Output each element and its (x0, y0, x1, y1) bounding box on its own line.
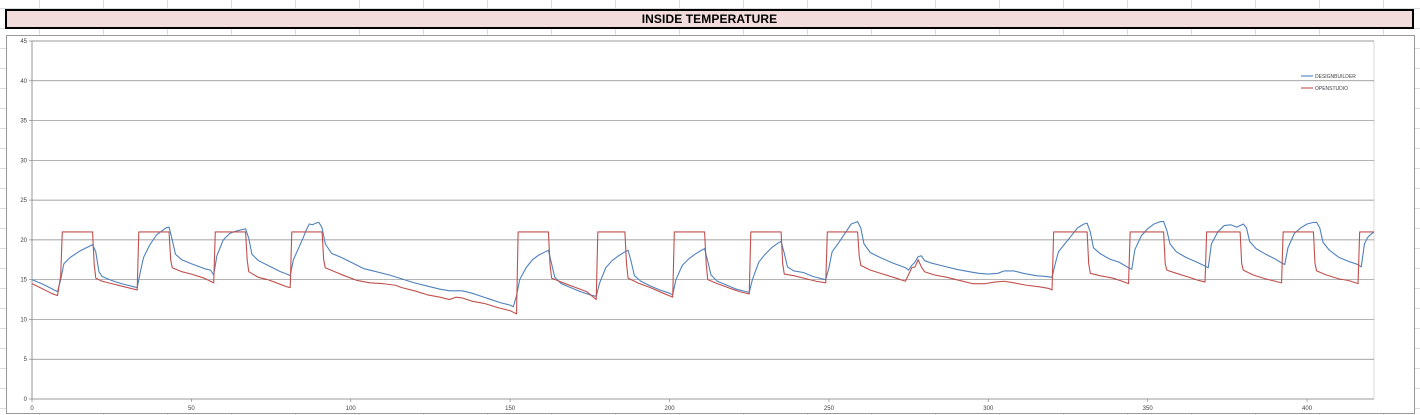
y-tick-label: 25 (20, 198, 27, 204)
plot-area (31, 40, 1375, 400)
chart-area[interactable]: 0 5 10 15 20 25 30 35 40 45 0 50 100 150 200 250 300 350 4… (6, 35, 1415, 414)
y-tick-label: 30 (20, 158, 27, 164)
y-tick-label: 5 (24, 357, 28, 363)
series-line-openstudio (31, 231, 1374, 315)
chart-title: INSIDE TEMPERATURE (5, 9, 1414, 29)
y-tick-label: 0 (24, 397, 28, 403)
legend: DESIGNBUILDER OPENSTUDIO (1301, 74, 1356, 92)
y-tick-label: 45 (20, 39, 27, 45)
x-tick-label: 250 (824, 406, 835, 412)
series-lines (31, 221, 1375, 315)
legend-label: DESIGNBUILDER (1315, 74, 1356, 80)
x-tick-label: 150 (505, 406, 516, 412)
x-tick-label: 350 (1143, 406, 1154, 412)
legend-label: OPENSTUDIO (1315, 86, 1348, 92)
y-tick-label: 20 (20, 238, 27, 244)
line-chart: 0 5 10 15 20 25 30 35 40 45 0 50 100 150 200 250 300 350 4… (20, 39, 1375, 412)
y-tick-label: 10 (20, 317, 27, 323)
y-tick-label: 15 (20, 278, 27, 284)
axes: 0 5 10 15 20 25 30 35 40 45 0 50 100 150 200 250 300 350 4… (20, 39, 1374, 412)
gridlines (32, 40, 1374, 360)
x-tick-label: 300 (983, 406, 994, 412)
x-tick-label: 100 (346, 406, 357, 412)
x-tick-label: 0 (30, 406, 34, 412)
x-tick-label: 50 (188, 406, 195, 412)
y-tick-label: 35 (20, 119, 27, 125)
x-tick-label: 400 (1302, 406, 1313, 412)
x-tick-label: 200 (665, 406, 676, 412)
y-tick-label: 40 (20, 79, 27, 85)
series-line-designbuilder (31, 221, 1375, 308)
